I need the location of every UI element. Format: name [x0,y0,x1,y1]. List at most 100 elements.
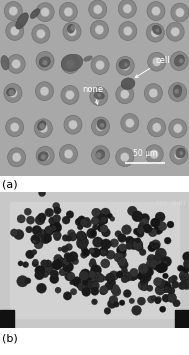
Circle shape [100,215,106,221]
Circle shape [179,271,189,281]
Circle shape [108,241,112,246]
Circle shape [169,119,187,138]
Circle shape [66,236,72,241]
Circle shape [36,82,53,100]
Circle shape [118,234,126,242]
Circle shape [100,225,108,233]
Circle shape [26,250,34,259]
Circle shape [147,255,156,264]
Circle shape [132,211,143,222]
Circle shape [81,252,87,258]
Circle shape [151,28,160,37]
Circle shape [146,23,164,42]
Circle shape [97,274,105,282]
Ellipse shape [6,88,16,96]
Circle shape [173,87,182,97]
Circle shape [163,273,168,279]
Circle shape [140,277,147,283]
Circle shape [66,255,74,262]
Circle shape [91,56,109,75]
Circle shape [91,287,99,295]
Circle shape [129,240,133,244]
Circle shape [32,239,36,244]
Circle shape [109,271,119,280]
Circle shape [53,231,61,239]
Ellipse shape [173,85,182,97]
Circle shape [44,260,52,267]
Ellipse shape [1,55,9,70]
Circle shape [132,239,143,250]
Circle shape [50,225,56,231]
Ellipse shape [119,59,130,69]
Circle shape [140,213,149,223]
Circle shape [156,264,163,272]
Circle shape [138,263,149,274]
Circle shape [66,211,74,218]
Ellipse shape [97,119,106,130]
Circle shape [152,123,161,132]
Circle shape [66,59,75,69]
Circle shape [34,240,43,249]
Circle shape [42,271,48,278]
Circle shape [136,244,143,252]
Circle shape [32,235,39,242]
Circle shape [102,215,107,220]
Circle shape [10,229,18,237]
Circle shape [174,89,179,94]
Circle shape [90,87,108,105]
Circle shape [64,149,73,159]
Circle shape [115,231,122,237]
Circle shape [93,237,103,247]
Circle shape [91,265,101,276]
Circle shape [14,229,24,240]
Circle shape [101,228,110,237]
Circle shape [54,254,62,263]
Circle shape [128,238,139,250]
Circle shape [145,145,163,164]
Circle shape [148,52,166,71]
Circle shape [148,118,166,137]
Circle shape [93,5,102,14]
Circle shape [76,283,82,288]
Circle shape [170,146,188,164]
Circle shape [106,273,115,282]
Circle shape [99,247,108,256]
Circle shape [72,258,79,265]
Text: none: none [82,86,103,104]
Circle shape [4,2,22,21]
Circle shape [92,208,101,217]
Circle shape [97,224,106,232]
Circle shape [12,153,21,162]
Circle shape [121,114,139,132]
Circle shape [166,22,184,41]
Circle shape [129,274,136,281]
Circle shape [6,118,24,137]
Circle shape [116,245,126,255]
Circle shape [167,287,175,294]
Circle shape [129,298,135,304]
Circle shape [64,115,82,134]
Circle shape [183,266,189,273]
Circle shape [62,235,69,241]
Circle shape [41,260,48,267]
Circle shape [110,217,115,221]
Circle shape [181,278,189,289]
Circle shape [178,282,186,290]
Circle shape [41,151,50,160]
Circle shape [76,237,88,249]
Circle shape [82,283,91,292]
Circle shape [124,63,128,66]
Circle shape [152,57,161,66]
Circle shape [26,216,35,224]
Circle shape [62,216,70,224]
Circle shape [93,281,98,286]
Circle shape [36,51,54,70]
Circle shape [50,274,59,284]
Circle shape [53,202,60,209]
Circle shape [96,152,102,158]
Circle shape [110,284,119,294]
Circle shape [90,20,108,39]
Circle shape [117,257,127,267]
Circle shape [61,246,68,252]
Circle shape [159,281,171,293]
